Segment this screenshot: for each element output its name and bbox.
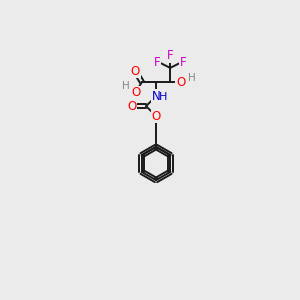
Text: O: O xyxy=(127,100,136,112)
Text: O: O xyxy=(132,86,141,99)
Text: H: H xyxy=(159,92,168,102)
Text: N: N xyxy=(152,90,161,103)
Text: O: O xyxy=(176,76,185,88)
Text: H: H xyxy=(122,81,129,92)
Text: F: F xyxy=(154,56,161,69)
Text: H: H xyxy=(188,73,196,83)
Text: F: F xyxy=(180,56,186,69)
Text: O: O xyxy=(152,110,161,123)
Text: F: F xyxy=(167,49,173,62)
Text: O: O xyxy=(130,65,140,78)
